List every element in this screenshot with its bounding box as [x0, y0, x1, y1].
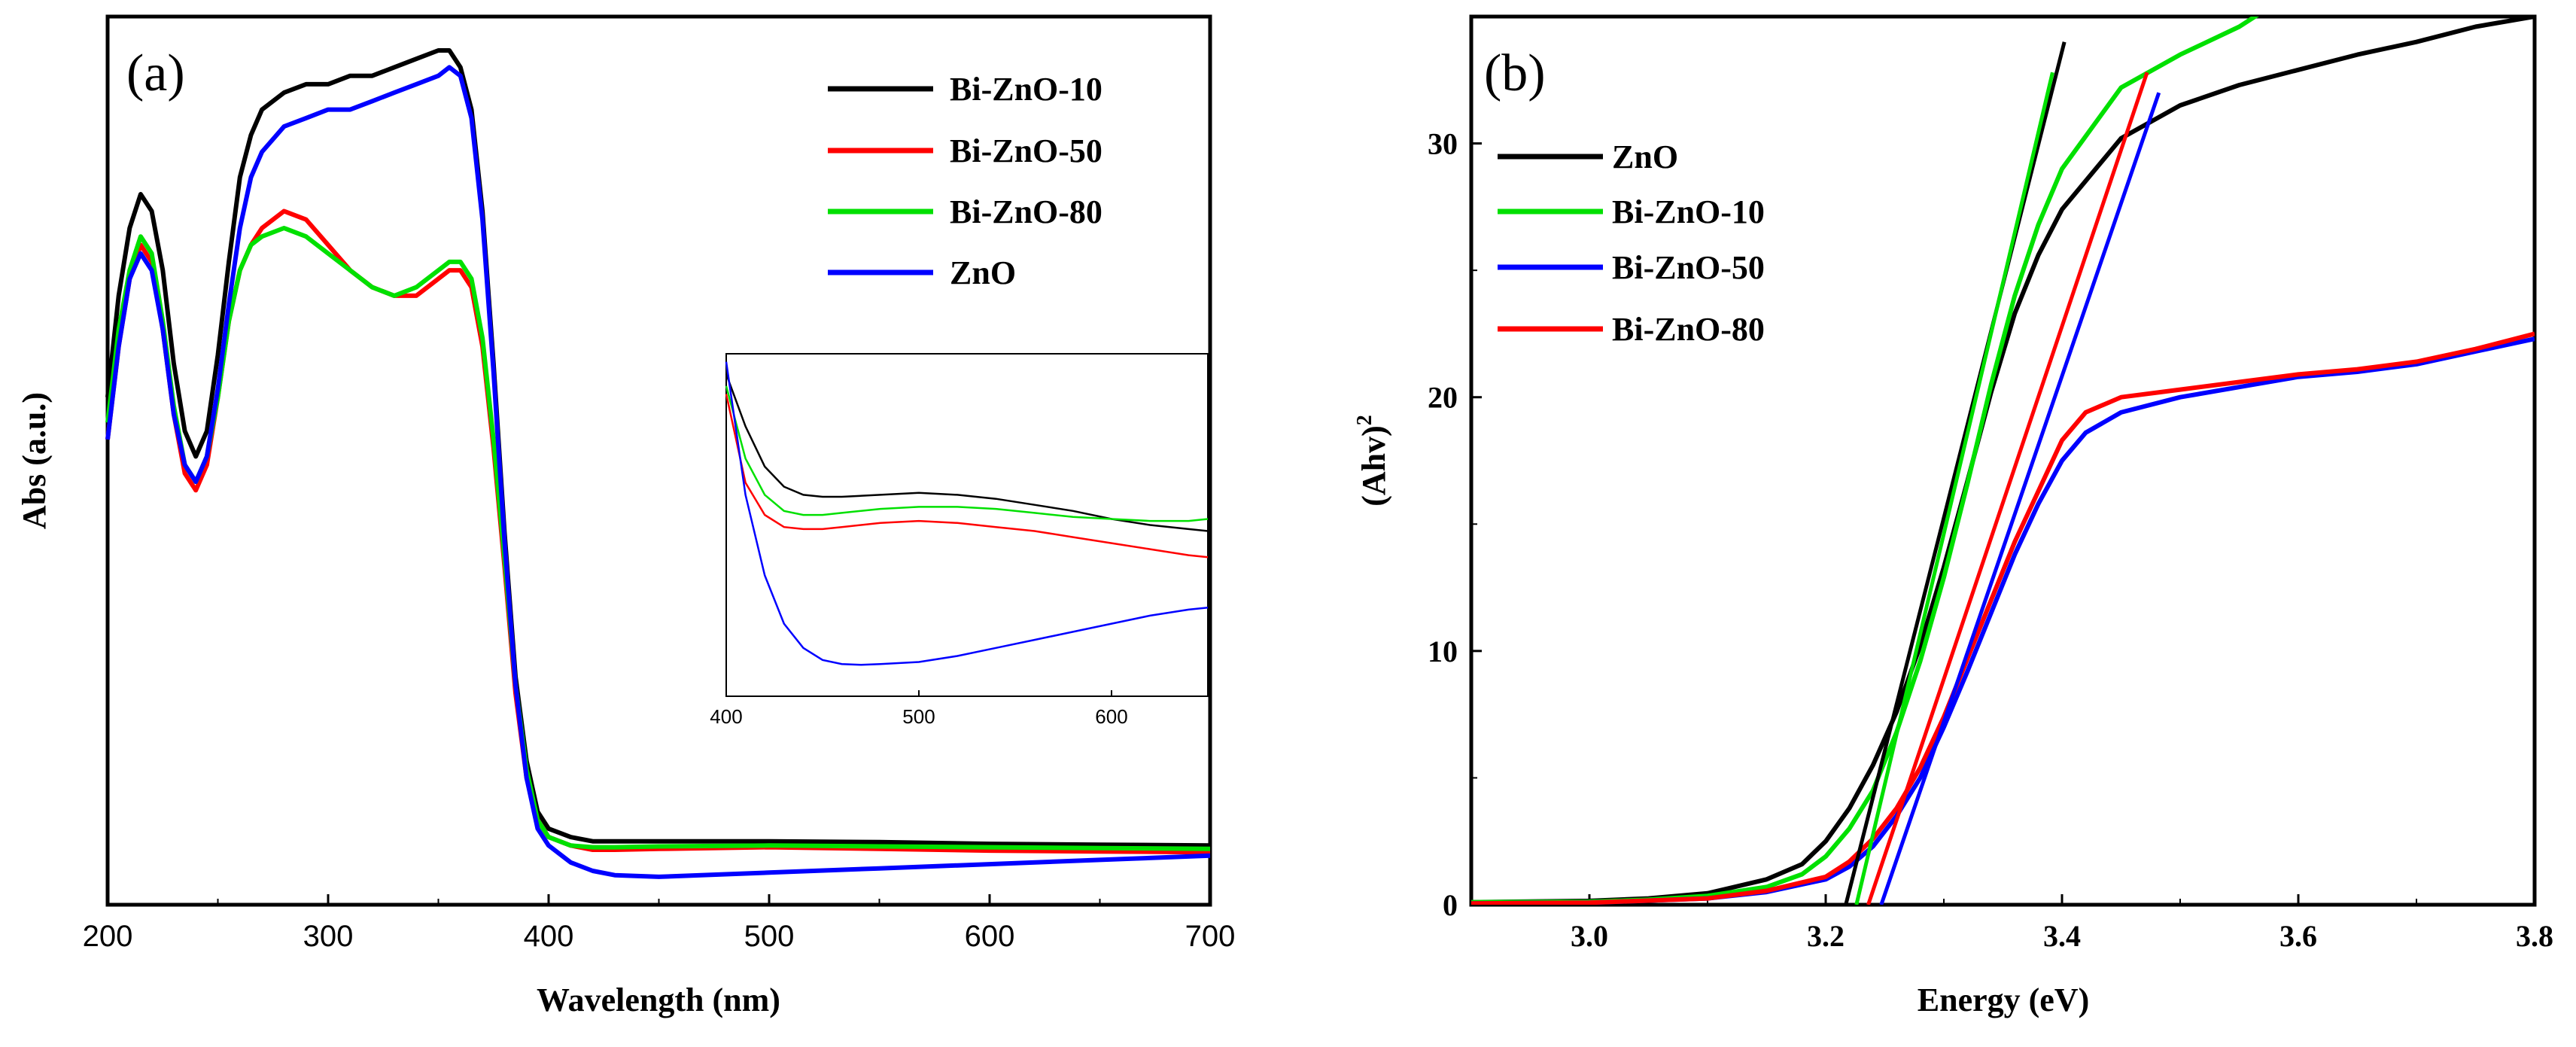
panel-b: (b) 3.0 3.2 3.4 3.6 3.8 0 10 20 30 ZnO Bi-ZnO-1…: [1353, 14, 2553, 1018]
panel-a-x-axis-title: Wavelength (nm): [537, 982, 780, 1018]
panel-b-legend: ZnO Bi-ZnO-10 Bi-ZnO-50 Bi-ZnO-80: [1498, 138, 1765, 348]
panel-a-x-ticks: 200 300 400 500 600 700: [83, 894, 1236, 953]
panel-b-y-axis-title: (Ahv)2: [1353, 415, 1392, 507]
inset-series-bi-zno-10: [725, 373, 1209, 532]
panel-a-x-tick-label: 200: [83, 920, 133, 953]
inset-x-tick-label: 600: [1095, 705, 1127, 728]
panel-b-x-ticks: 3.0 3.2 3.4 3.6 3.8: [1470, 894, 2553, 953]
legend-a-label-bi-zno-50: Bi-ZnO-50: [950, 132, 1102, 169]
panel-b-fit-line-bi-zno-10: [1854, 72, 2054, 905]
panel-a-x-tick-label: 600: [965, 920, 1015, 953]
inset-series-bi-zno-50: [725, 394, 1209, 559]
panel-a-label: (a): [126, 44, 185, 102]
legend-b-label-bi-zno-50: Bi-ZnO-50: [1612, 249, 1765, 286]
panel-a-x-tick-label: 300: [303, 920, 354, 953]
inset-frame: [725, 353, 1209, 697]
legend-a-label-bi-zno-10: Bi-ZnO-10: [950, 71, 1102, 108]
inset-x-tick-label: 400: [710, 705, 742, 728]
panel-b-fit-line-bi-zno-50: [1879, 92, 2161, 905]
panel-b-series-bi-zno-50: [1471, 336, 2535, 905]
panel-b-y-tick-label: 20: [1428, 381, 1458, 415]
inset-x-tick-label: 500: [902, 705, 935, 728]
panel-a-x-tick-label: 400: [524, 920, 574, 953]
panel-b-series: [1471, 17, 2535, 905]
panel-b-fit-lines: [1844, 41, 2161, 905]
panel-a-x-tick-label: 500: [744, 920, 795, 953]
panel-b-x-tick-label: 3.8: [2516, 919, 2553, 953]
panel-b-y-ticks: 0 10 20 30: [1428, 127, 1482, 922]
panel-b-y-tick-label: 30: [1428, 127, 1458, 161]
panel-a: (a) 200 300 400 500 600 700 Bi-ZnO-10 Bi-ZnO-…: [16, 14, 1236, 1018]
panel-a-y-axis-title: Abs (a.u.): [16, 392, 53, 529]
legend-a-label-bi-zno-80: Bi-ZnO-80: [950, 193, 1102, 230]
panel-a-series-zno: [105, 65, 1211, 879]
panel-a-series-bi-zno-10: [105, 48, 1211, 848]
inset-series: [725, 361, 1209, 666]
panel-b-label: (b): [1484, 44, 1546, 102]
panel-a-legend: Bi-ZnO-10 Bi-ZnO-50 Bi-ZnO-80 ZnO: [828, 71, 1102, 291]
panel-b-x-axis-title: Energy (eV): [1918, 982, 2090, 1018]
panel-b-plot-frame: [1469, 14, 2537, 907]
panel-b-x-tick-label: 3.2: [1807, 919, 1845, 953]
panel-b-fit-line-zno: [1844, 41, 2067, 905]
inset-x-ticks: 400 500 600: [710, 690, 1128, 728]
panel-b-y-tick-label: 10: [1428, 635, 1458, 668]
panel-b-y-tick-label: 0: [1443, 888, 1458, 922]
panel-b-series-bi-zno-80: [1471, 331, 2535, 905]
legend-b-label-zno: ZnO: [1612, 138, 1678, 175]
panel-b-fit-line-bi-zno-80: [1866, 72, 2149, 905]
inset-series-zno: [725, 361, 1209, 666]
legend-b-label-bi-zno-10: Bi-ZnO-10: [1612, 193, 1765, 230]
inset-series-bi-zno-80: [725, 385, 1209, 522]
legend-a-label-zno: ZnO: [950, 254, 1016, 291]
panel-a-x-tick-label: 700: [1185, 920, 1236, 953]
panel-b-series-bi-zno-10: [1471, 17, 2259, 905]
panel-b-x-tick-label: 3.6: [2279, 919, 2317, 953]
panel-a-inset: 400 500 600: [710, 353, 1209, 728]
panel-a-series: [105, 48, 1211, 879]
legend-b-label-bi-zno-80: Bi-ZnO-80: [1612, 311, 1765, 348]
panel-b-x-tick-label: 3.4: [2043, 919, 2081, 953]
panel-b-x-tick-label: 3.0: [1571, 919, 1608, 953]
